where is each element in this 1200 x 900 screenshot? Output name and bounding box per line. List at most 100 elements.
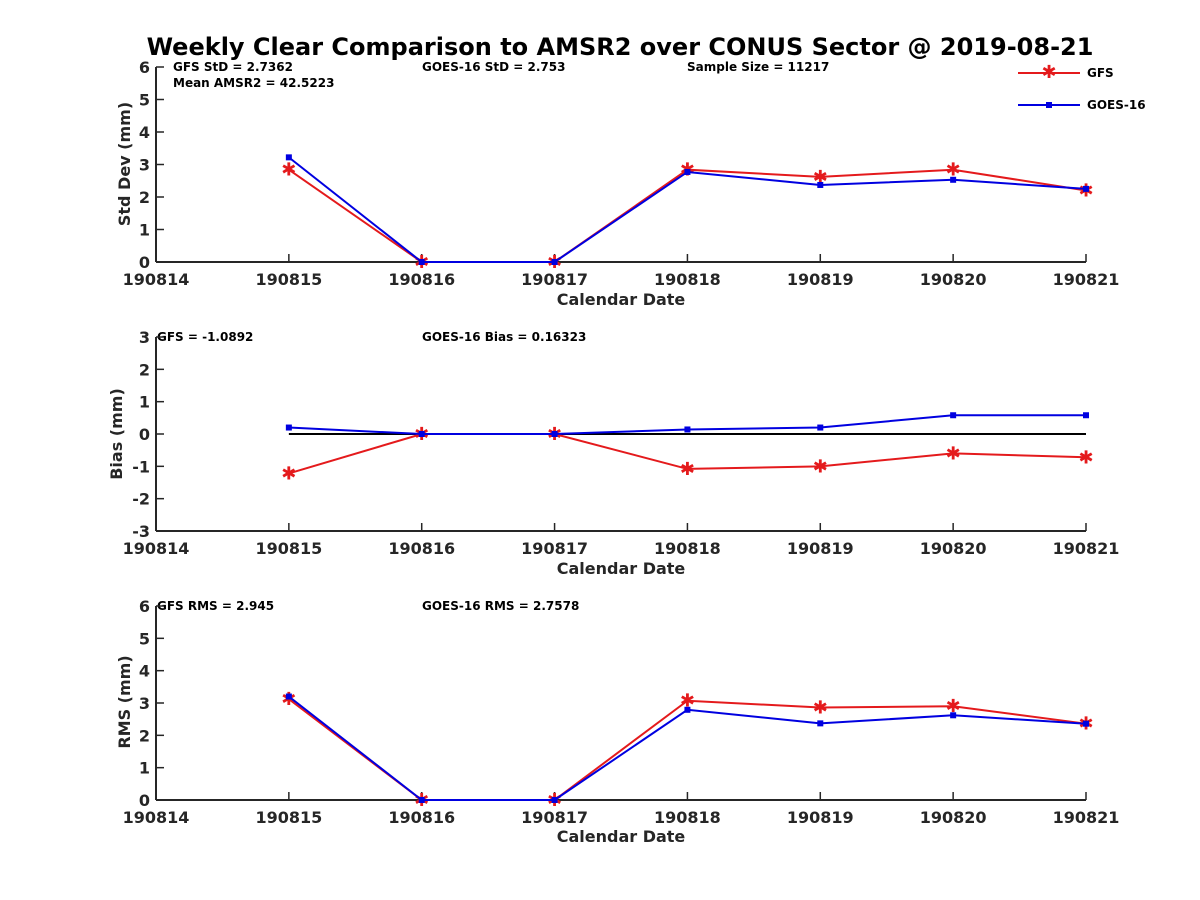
- annotation-gfs-std: GFS StD = 2.7362: [173, 60, 293, 74]
- bias-gfs-point: ✱: [281, 463, 296, 484]
- bias-goes-16-point: [285, 424, 292, 431]
- rms-gfs-line: [288, 698, 1087, 801]
- rms-goes-16-point: [817, 720, 824, 727]
- bias-xlabel: Calendar Date: [557, 559, 686, 578]
- stddev-xtick-label: 190821: [1053, 270, 1120, 289]
- rms-ytick-label: 2: [139, 726, 150, 745]
- bias-ytick-label: 3: [139, 328, 150, 347]
- legend-gfs-label: GFS: [1087, 66, 1114, 80]
- stddev-gfs-point: ✱: [946, 160, 961, 181]
- stddev-goes-16-point: [684, 168, 691, 175]
- stddev-xtick-label: 190819: [787, 270, 854, 289]
- stddev-ytick-label: 4: [139, 123, 150, 142]
- rms-goes-16-point: [1083, 720, 1089, 727]
- annotation-mean-amsr2: Mean AMSR2 = 42.5223: [173, 76, 334, 90]
- bias-gfs-point: ✱: [680, 459, 695, 480]
- rms-xtick-label: 190819: [787, 808, 854, 827]
- rms-xtick-label: 190816: [388, 808, 455, 827]
- bias-gfs-point: ✱: [813, 456, 828, 477]
- rms-xlabel: Calendar Date: [557, 827, 686, 846]
- rms-xtick-label: 190821: [1053, 808, 1120, 827]
- annotation-sample-size: Sample Size = 11217: [687, 60, 829, 74]
- bias-gfs-point: ✱: [946, 443, 961, 464]
- rms-gfs-point: ✱: [813, 698, 828, 719]
- bias-xtick-label: 190818: [654, 539, 721, 558]
- rms-xtick-label: 190818: [654, 808, 721, 827]
- legend-goes-label: GOES-16: [1087, 98, 1146, 112]
- stddev-goes-16-point: [1083, 185, 1089, 192]
- rms-xtick-label: 190815: [255, 808, 322, 827]
- stddev-xlabel: Calendar Date: [557, 290, 686, 309]
- bias-ytick-label: -1: [132, 457, 150, 476]
- rms-gfs-point: ✱: [680, 691, 695, 712]
- stddev-xtick-label: 190818: [654, 270, 721, 289]
- bias-ytick-label: 0: [139, 425, 150, 444]
- rms-goes-16-point: [684, 706, 691, 713]
- bias-xtick-label: 190816: [388, 539, 455, 558]
- stddev-ytick-label: 2: [139, 188, 150, 207]
- stddev-gfs-point: ✱: [813, 167, 828, 188]
- bias-goes-16-point: [684, 426, 691, 433]
- rms-ytick-label: 0: [139, 791, 150, 810]
- legend-goes-marker: [1046, 102, 1052, 108]
- rms-xtick-label: 190820: [920, 808, 987, 827]
- bias-goes-16-point: [551, 431, 558, 437]
- annotation-gfs-rms: GFS RMS = 2.945: [157, 599, 274, 613]
- rms-ytick-label: 1: [139, 759, 150, 778]
- rms-goes-16-point: [418, 797, 425, 803]
- stddev-gfs-line: [288, 168, 1087, 263]
- rms-panel: GFS RMS = 2.945 GOES-16 RMS = 2.7578 Cal…: [115, 597, 1119, 846]
- annotation-gfs-bias: GFS = -1.0892: [157, 330, 253, 344]
- rms-xtick-label: 190814: [123, 808, 190, 827]
- stddev-xtick-label: 190816: [388, 270, 455, 289]
- stddev-goes-16-point: [418, 259, 425, 265]
- rms-gfs-point: ✱: [281, 689, 296, 710]
- bias-ytick-label: -2: [132, 490, 150, 509]
- stddev-gfs-point: ✱: [281, 160, 296, 181]
- annotation-goes-std: GOES-16 StD = 2.753: [422, 60, 565, 74]
- legend-gfs-marker: ✱: [1041, 62, 1056, 83]
- stddev-xtick-label: 190815: [255, 270, 322, 289]
- stddev-panel: GFS StD = 2.7362 GOES-16 StD = 2.753 Sam…: [115, 58, 1119, 309]
- stddev-goes-16-point: [551, 259, 558, 265]
- rms-gfs-point: ✱: [946, 696, 961, 717]
- stddev-ytick-label: 0: [139, 253, 150, 272]
- rms-ytick-label: 6: [139, 597, 150, 616]
- figure-title: Weekly Clear Comparison to AMSR2 over CO…: [147, 33, 1094, 61]
- bias-ylabel: Bias (mm): [107, 388, 126, 480]
- rms-goes-16-point: [950, 712, 957, 719]
- stddev-ylabel: Std Dev (mm): [115, 102, 134, 226]
- bias-xtick-label: 190819: [787, 539, 854, 558]
- legend: ✱ GFS GOES-16: [1018, 62, 1146, 112]
- bias-gfs-point: ✱: [1078, 447, 1093, 468]
- rms-ytick-label: 5: [139, 629, 150, 648]
- stddev-xtick-label: 190820: [920, 270, 987, 289]
- stddev-ytick-label: 5: [139, 91, 150, 110]
- bias-xtick-label: 190817: [521, 539, 588, 558]
- bias-panel: GFS = -1.0892 GOES-16 Bias = 0.16323 Cal…: [107, 328, 1119, 578]
- rms-goes-16-point: [285, 693, 292, 700]
- stddev-goes-16-point: [817, 181, 824, 188]
- stddev-xtick-label: 190817: [521, 270, 588, 289]
- bias-goes-16-point: [1083, 412, 1089, 419]
- stddev-goes-16-point: [950, 176, 957, 183]
- stddev-ytick-label: 3: [139, 156, 150, 175]
- bias-xtick-label: 190815: [255, 539, 322, 558]
- bias-xtick-label: 190814: [123, 539, 190, 558]
- bias-ytick-label: 1: [139, 393, 150, 412]
- annotation-goes-bias: GOES-16 Bias = 0.16323: [422, 330, 586, 344]
- stddev-ytick-label: 6: [139, 58, 150, 77]
- rms-ytick-label: 3: [139, 694, 150, 713]
- stddev-ytick-label: 1: [139, 221, 150, 240]
- bias-ytick-label: 2: [139, 360, 150, 379]
- rms-xtick-label: 190817: [521, 808, 588, 827]
- stddev-goes-16-point: [285, 154, 292, 161]
- annotation-goes-rms: GOES-16 RMS = 2.7578: [422, 599, 579, 613]
- bias-goes-16-point: [418, 431, 425, 437]
- rms-ylabel: RMS (mm): [115, 655, 134, 748]
- bias-xtick-label: 190820: [920, 539, 987, 558]
- bias-ytick-label: -3: [132, 522, 150, 541]
- rms-ytick-label: 4: [139, 662, 150, 681]
- bias-xtick-label: 190821: [1053, 539, 1120, 558]
